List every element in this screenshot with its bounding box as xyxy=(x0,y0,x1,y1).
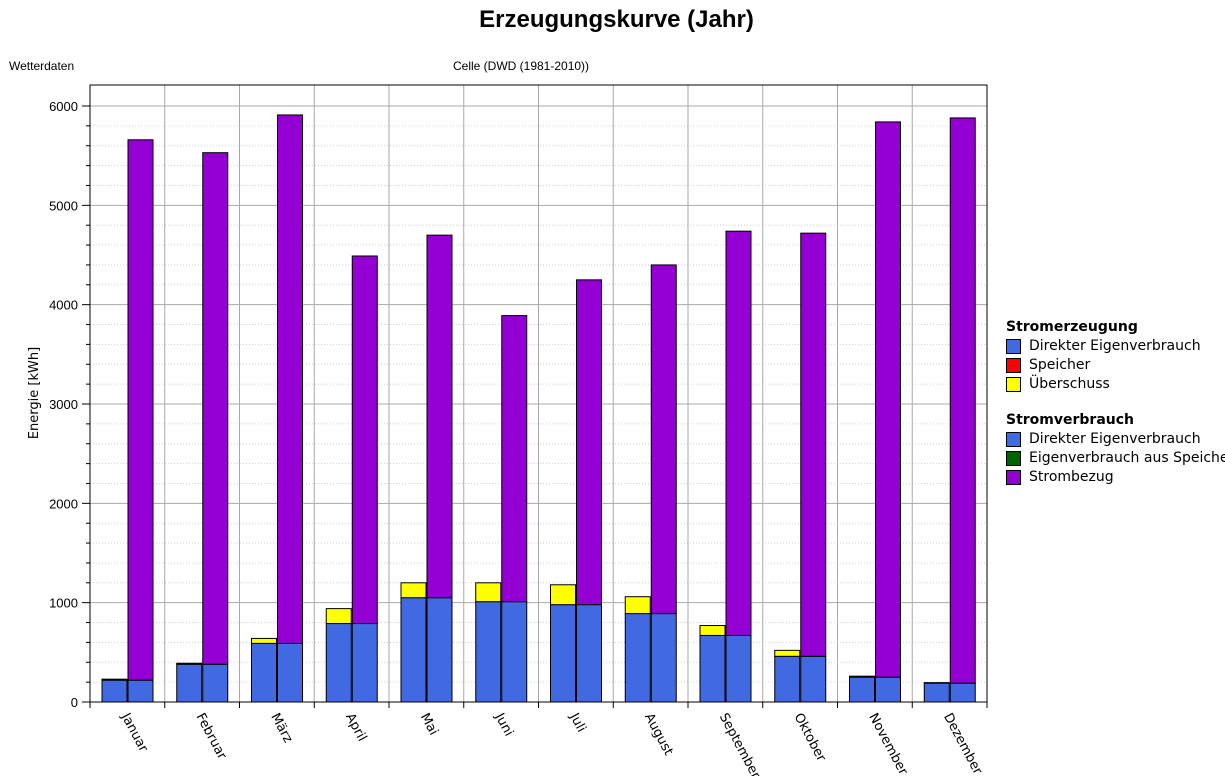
bar-verbrauch-10 xyxy=(875,121,901,678)
y-tick-label: 1000 xyxy=(49,596,78,611)
bar-erzeugung-1 xyxy=(176,662,203,665)
x-tick-label: Juni xyxy=(491,710,516,739)
bar-verbrauch-8 xyxy=(725,634,752,703)
legend-group-title: Stromverbrauch xyxy=(1006,412,1135,428)
legend-label: Strombezug xyxy=(1029,469,1114,485)
bar-erzeugung-4 xyxy=(400,597,427,703)
x-tick-label: Oktober xyxy=(791,711,829,765)
bar-verbrauch-5 xyxy=(501,601,528,703)
y-tick-label: 5000 xyxy=(49,198,78,213)
gridlines xyxy=(90,85,987,702)
legend-group-title: Stromerzeugung xyxy=(1006,319,1138,335)
bar-erzeugung-3 xyxy=(325,608,352,625)
legend-label: Überschuss xyxy=(1029,376,1110,392)
bar-verbrauch-2 xyxy=(277,642,303,703)
bar-verbrauch-6 xyxy=(576,279,602,606)
bars xyxy=(101,114,976,703)
legend-swatch xyxy=(1006,470,1021,485)
legend-swatch xyxy=(1006,339,1021,354)
bar-verbrauch-5 xyxy=(501,315,528,603)
bar-verbrauch-9 xyxy=(800,232,827,657)
x-tick-label: Januar xyxy=(117,710,151,755)
y-axis-label: Energie [kWh] xyxy=(27,347,42,439)
legend-item: Strombezug xyxy=(1006,468,1225,487)
bar-verbrauch-1 xyxy=(202,663,229,703)
bar-erzeugung-9 xyxy=(774,655,801,703)
bar-verbrauch-0 xyxy=(127,679,154,703)
y-tick-label: 0 xyxy=(71,695,78,710)
bar-erzeugung-7 xyxy=(624,596,651,615)
y-tick-label: 2000 xyxy=(49,496,78,511)
bar-verbrauch-7 xyxy=(650,613,677,703)
x-tick-label: Dezember xyxy=(940,711,985,776)
bar-verbrauch-10 xyxy=(875,676,901,703)
x-tick-label: Juli xyxy=(566,710,589,735)
legend: Stromerzeugung Direkter Eigenverbrauch Spe… xyxy=(1006,318,1225,487)
legend-gap xyxy=(1006,394,1225,411)
bar-verbrauch-9 xyxy=(800,655,827,703)
legend-item: Eigenverbrauch aus Speicher xyxy=(1006,449,1225,468)
bar-erzeugung-9 xyxy=(774,649,801,657)
legend-swatch xyxy=(1006,358,1021,373)
bar-chart: 0 1000 2000 3000 4000 5000 6000 Januar Februar M… xyxy=(27,84,988,776)
y-tick-label: 4000 xyxy=(49,298,78,313)
x-tick-label: November xyxy=(865,711,910,776)
bar-erzeugung-4 xyxy=(400,582,427,599)
legend-label: Speicher xyxy=(1029,357,1091,373)
legend-item: Überschuss xyxy=(1006,375,1225,394)
chart-title: Erzeugungskurve (Jahr) xyxy=(479,6,754,33)
bar-verbrauch-4 xyxy=(426,597,453,703)
bar-erzeugung-7 xyxy=(624,613,651,703)
x-axis: Januar Februar März April Mai Juni Juli August S… xyxy=(89,702,988,776)
x-tick-label: Mai xyxy=(417,711,441,738)
legend-item: Speicher xyxy=(1006,356,1225,375)
x-tick-label: April xyxy=(342,711,369,744)
bar-verbrauch-6 xyxy=(576,604,602,703)
bar-erzeugung-11 xyxy=(923,682,950,703)
legend-swatch xyxy=(1006,377,1021,392)
bar-verbrauch-7 xyxy=(650,264,677,615)
bar-verbrauch-4 xyxy=(426,234,453,599)
bar-erzeugung-2 xyxy=(251,642,277,703)
bar-erzeugung-0 xyxy=(101,679,128,703)
x-tick-label: September xyxy=(716,711,763,776)
bar-erzeugung-10 xyxy=(849,676,875,703)
bar-erzeugung-3 xyxy=(325,623,352,703)
bar-verbrauch-2 xyxy=(277,114,303,644)
y-axis: 0 1000 2000 3000 4000 5000 6000 xyxy=(49,99,90,710)
y-tick-label: 3000 xyxy=(49,397,78,412)
bar-erzeugung-8 xyxy=(699,634,726,703)
x-tick-label: März xyxy=(267,711,295,746)
bar-erzeugung-2 xyxy=(251,637,277,644)
bar-erzeugung-1 xyxy=(176,663,203,703)
bar-erzeugung-6 xyxy=(550,584,576,606)
legend-item: Direkter Eigenverbrauch xyxy=(1006,337,1225,356)
bar-verbrauch-3 xyxy=(351,255,378,625)
bar-erzeugung-8 xyxy=(699,625,726,636)
bar-verbrauch-0 xyxy=(127,139,154,681)
legend-label: Direkter Eigenverbrauch xyxy=(1029,338,1201,354)
bar-erzeugung-0 xyxy=(101,678,128,681)
bar-verbrauch-1 xyxy=(202,152,229,665)
legend-swatch xyxy=(1006,451,1021,466)
legend-item: Direkter Eigenverbrauch xyxy=(1006,430,1225,449)
x-tick-label: August xyxy=(641,711,676,758)
x-tick-label: Februar xyxy=(193,711,230,763)
weather-data-label: Wetterdaten xyxy=(9,59,75,73)
weather-station-label: Celle (DWD (1981-2010)) xyxy=(453,59,590,73)
bar-verbrauch-11 xyxy=(949,682,976,703)
bar-verbrauch-3 xyxy=(351,623,378,703)
bar-erzeugung-6 xyxy=(550,604,576,703)
bar-erzeugung-5 xyxy=(475,601,502,703)
bar-erzeugung-10 xyxy=(849,675,875,678)
bar-verbrauch-11 xyxy=(949,117,976,684)
legend-label: Eigenverbrauch aus Speicher xyxy=(1029,450,1225,466)
legend-swatch xyxy=(1006,432,1021,447)
legend-label: Direkter Eigenverbrauch xyxy=(1029,431,1201,447)
y-tick-label: 6000 xyxy=(49,99,78,114)
bar-erzeugung-5 xyxy=(475,582,502,603)
bar-verbrauch-8 xyxy=(725,230,752,636)
